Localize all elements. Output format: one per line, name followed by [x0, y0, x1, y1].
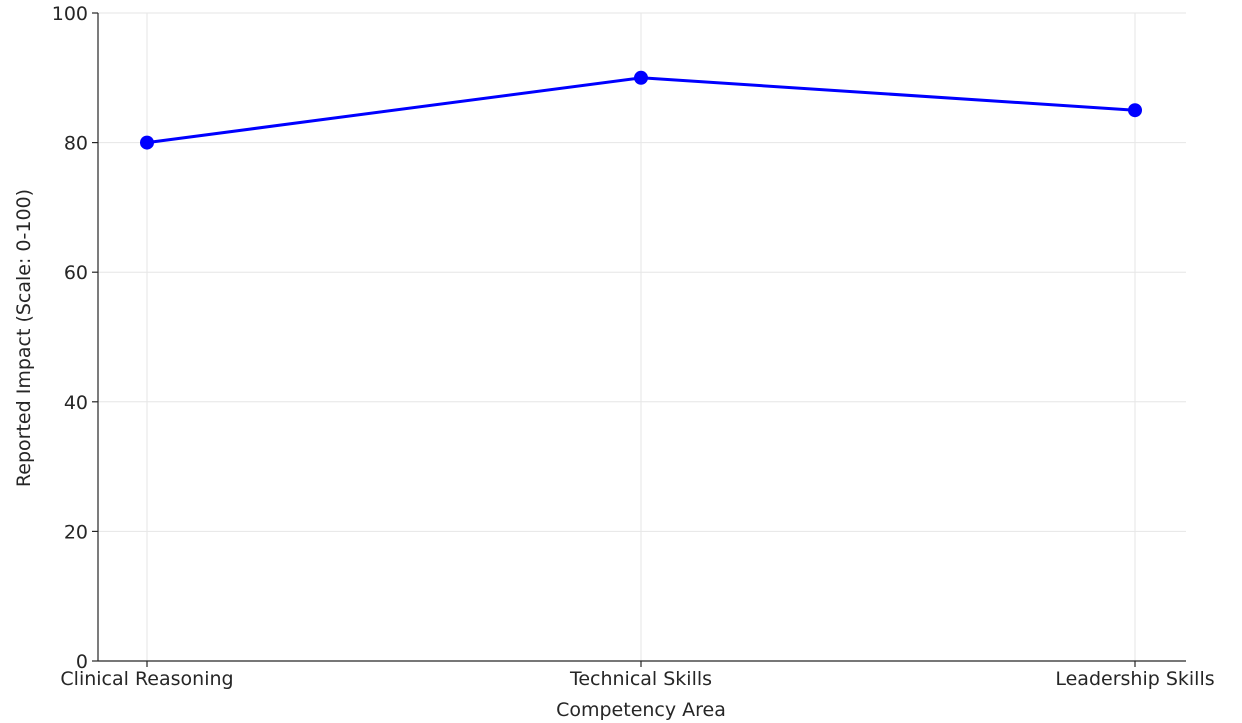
- y-tick-label: 20: [64, 521, 88, 543]
- y-tick-label: 100: [52, 3, 88, 25]
- data-point: [1128, 103, 1142, 118]
- y-tick-label: 40: [64, 392, 88, 414]
- axes: [97, 13, 1186, 662]
- y-tick-label: 0: [76, 651, 88, 673]
- x-axis-title: Competency Area: [556, 699, 726, 721]
- x-tick-label: Clinical Reasoning: [60, 668, 233, 690]
- x-tick-label: Technical Skills: [569, 668, 712, 690]
- x-tick-label: Leadership Skills: [1055, 668, 1214, 690]
- y-axis-title: Reported Impact (Scale: 0-100): [13, 189, 35, 487]
- y-tick-label: 60: [64, 262, 88, 284]
- series-layer: [140, 70, 1142, 150]
- grid-lines: [98, 12, 1186, 662]
- x-axis-ticks: Clinical Reasoning Technical Skills Leader…: [60, 661, 1215, 690]
- data-point: [634, 70, 648, 85]
- y-axis-ticks: 0 20 40 60 80 100: [52, 3, 98, 673]
- data-point: [140, 135, 154, 150]
- y-tick-label: 80: [64, 133, 88, 155]
